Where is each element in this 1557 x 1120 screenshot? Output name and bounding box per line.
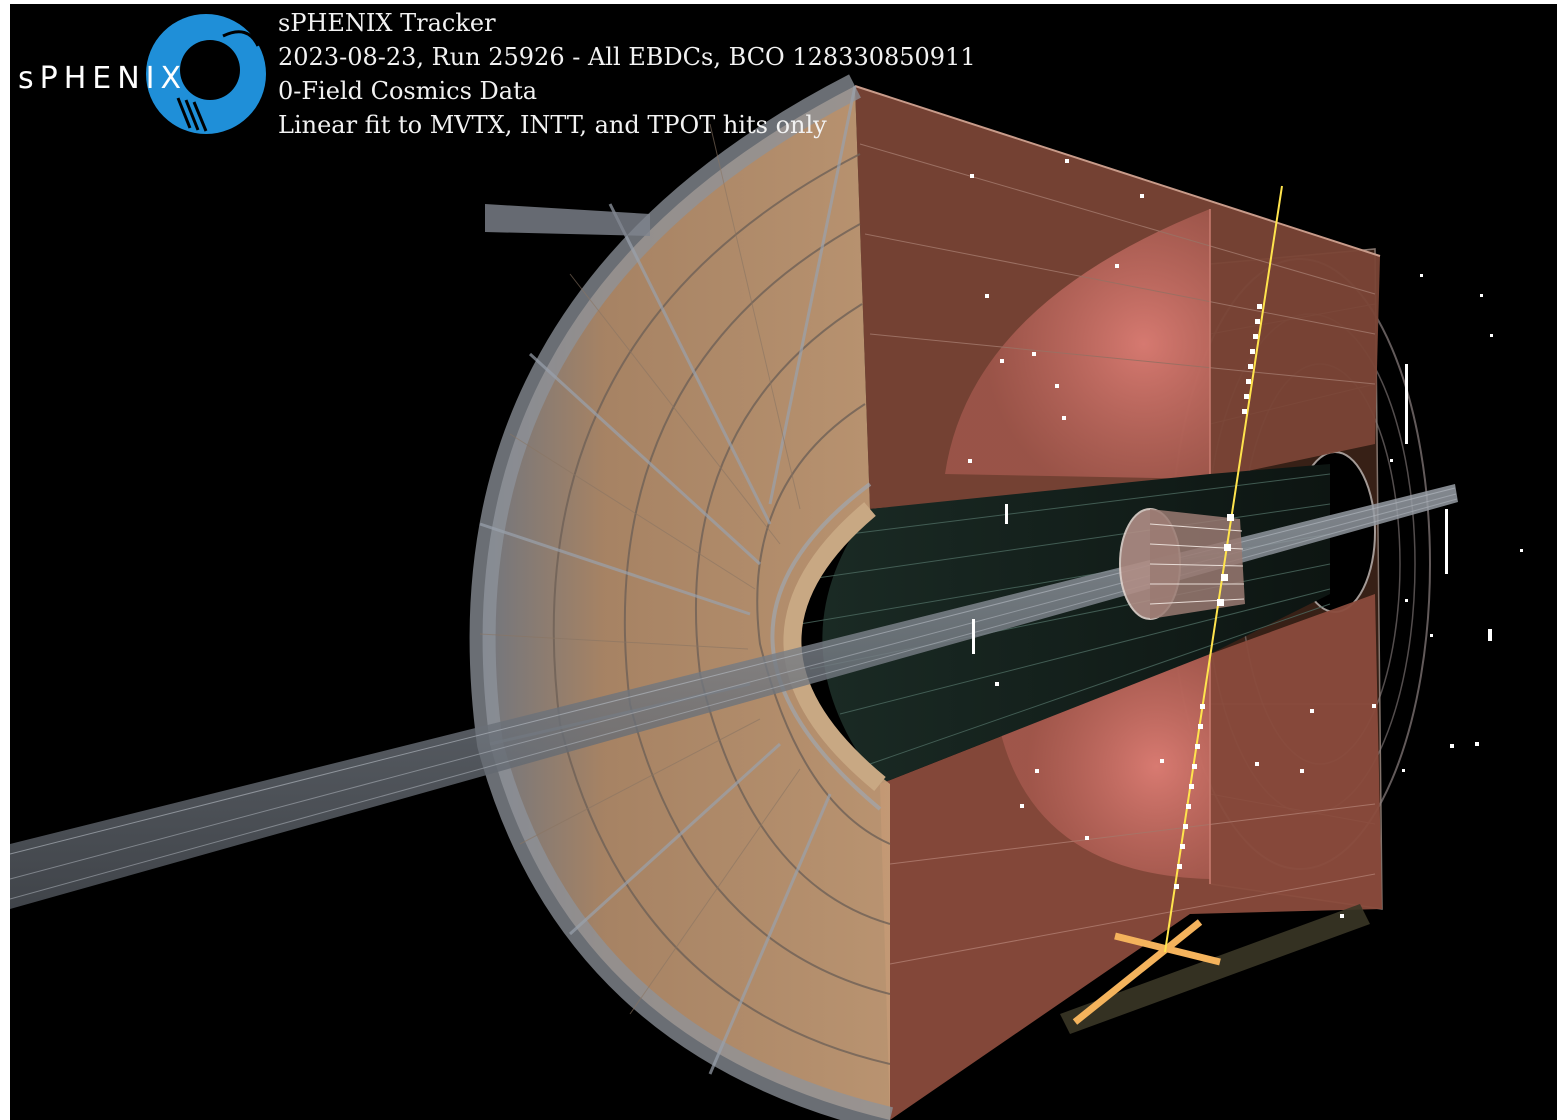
inner-tracker	[1119, 508, 1245, 620]
tpot-modules	[1072, 919, 1221, 1025]
sphenix-logo: sPHENIX	[18, 14, 266, 134]
detector-scene	[10, 4, 1557, 1120]
logo-ring	[146, 14, 266, 134]
caption-fit-info: Linear fit to MVTX, INTT, and TPOT hits …	[278, 111, 827, 139]
noise-hits	[968, 159, 1523, 918]
logo-text: sPHENIX	[18, 61, 187, 96]
caption-title: sPHENIX Tracker	[278, 9, 496, 37]
caption-run-info: 2023-08-23, Run 25926 - All EBDCs, BCO 1…	[278, 43, 976, 71]
event-caption: sPHENIX Tracker 2023-08-23, Run 25926 - …	[278, 6, 976, 142]
beam-pipe	[10, 204, 1458, 909]
caption-data-type: 0-Field Cosmics Data	[278, 77, 538, 105]
track-hits	[1174, 304, 1262, 889]
event-display-view: sPHENIX sPHENIX Tracker 2023-08-23, Run …	[10, 4, 1557, 1120]
tpc-bottom-section	[880, 594, 1382, 1120]
